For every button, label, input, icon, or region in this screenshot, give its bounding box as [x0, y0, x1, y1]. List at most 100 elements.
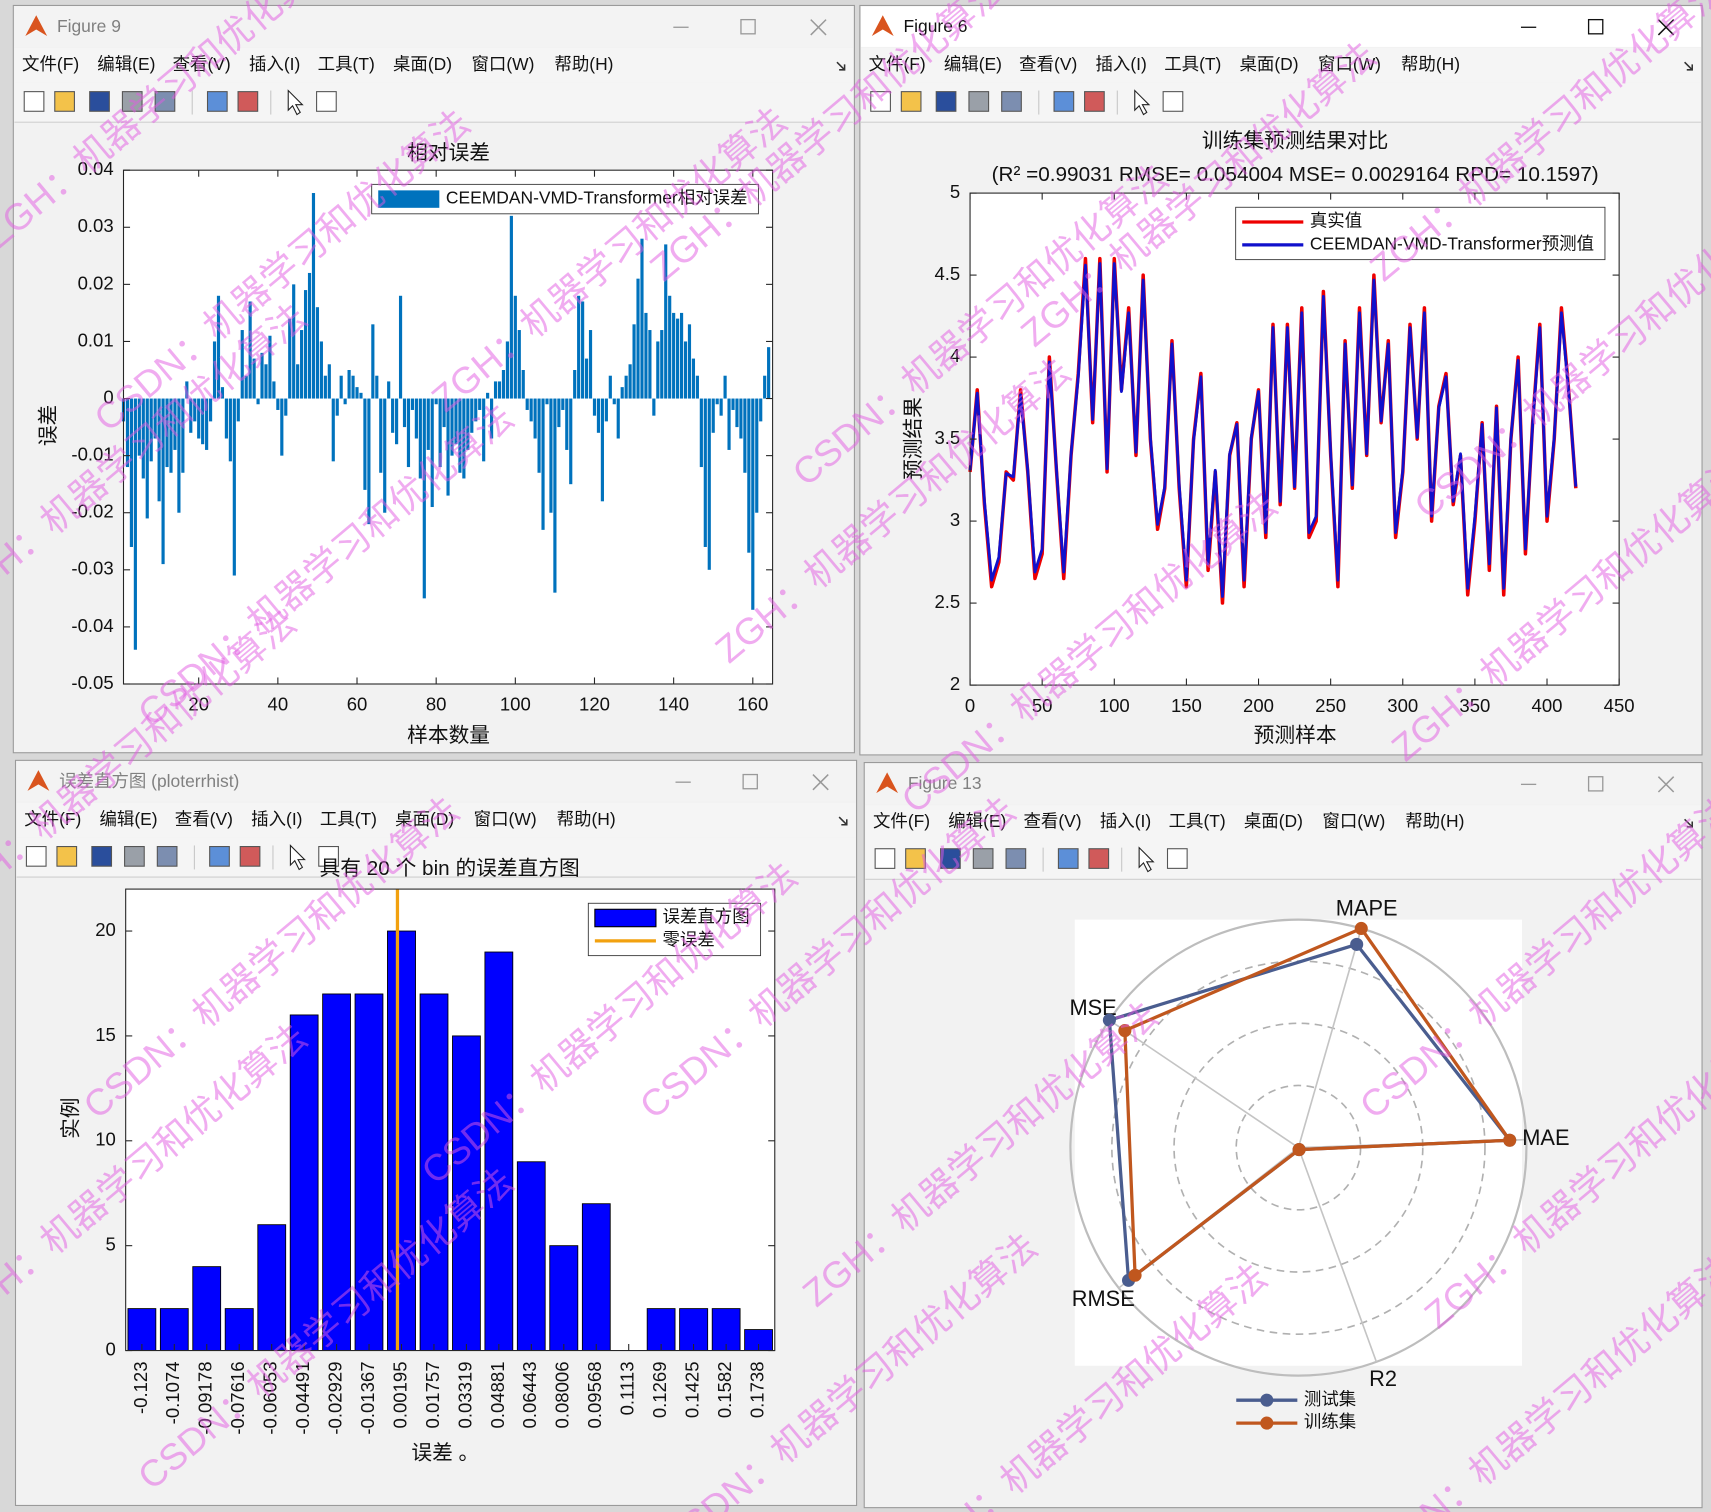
menu-item[interactable]: 查看(V) — [173, 54, 231, 74]
bar — [489, 398, 494, 439]
tool-icon[interactable] — [91, 845, 113, 867]
legend: CEEMDAN-VMD-Transformer相对误差 — [371, 183, 759, 215]
tool-icon[interactable] — [287, 89, 304, 116]
tool-icon[interactable] — [1166, 848, 1188, 869]
tool-icon[interactable] — [870, 91, 891, 112]
tool-icon[interactable] — [900, 91, 922, 112]
x-tick-label: 50 — [1032, 695, 1053, 716]
tool-icon[interactable] — [940, 848, 961, 869]
tool-icon[interactable] — [289, 844, 306, 871]
bar — [173, 398, 177, 450]
maximize-button[interactable] — [742, 773, 758, 790]
tool-icon[interactable] — [968, 91, 990, 112]
bar — [715, 398, 719, 405]
bar — [561, 398, 565, 410]
menu-item[interactable]: 窗口(W) — [1318, 54, 1381, 74]
bar — [296, 364, 300, 399]
windows: Figure 9 文件(F) 编辑(E) 查看(V) 插入(I) 工具(T) 桌面(D) 窗口… — [12, 4, 1703, 1509]
tool-icon[interactable] — [239, 845, 261, 867]
menu-item[interactable]: 查看(V) — [1019, 54, 1077, 74]
menu-item[interactable]: 编辑(E) — [944, 54, 1002, 74]
bar — [335, 398, 339, 416]
bar — [177, 398, 181, 513]
x-tick-label: 250 — [1315, 695, 1346, 716]
chart-title: 训练集预测结果对比 — [1202, 129, 1388, 152]
bar — [648, 330, 652, 399]
tool-icon[interactable] — [237, 91, 259, 112]
tool-icon[interactable] — [209, 845, 230, 867]
tool-icon[interactable] — [156, 845, 178, 867]
menu-item[interactable]: 编辑(E) — [97, 54, 155, 74]
close-button[interactable] — [1657, 776, 1675, 793]
menu-item[interactable]: 帮助(H) — [1401, 54, 1460, 74]
bar — [703, 398, 707, 547]
tool-icon[interactable] — [1088, 848, 1110, 869]
menu-item[interactable]: 桌面(D) — [1244, 811, 1303, 831]
menu-item[interactable]: 编辑(E) — [948, 811, 1006, 831]
maximize-button[interactable] — [1587, 776, 1604, 792]
tool-icon[interactable] — [1084, 91, 1105, 112]
tool-icon[interactable] — [56, 845, 78, 867]
menu-item[interactable]: 窗口(W) — [474, 809, 537, 829]
tool-icon[interactable] — [124, 845, 145, 867]
x-axis-label: 样本数量 — [407, 724, 490, 747]
bar — [339, 375, 343, 399]
bar — [557, 398, 561, 428]
histogram-bar — [387, 930, 416, 1351]
bar — [197, 398, 201, 439]
tool-icon[interactable] — [1057, 848, 1079, 869]
tool-icon[interactable] — [25, 845, 47, 867]
menu-item[interactable]: 工具(T) — [318, 54, 375, 74]
menu-item[interactable]: 文件(F) — [869, 54, 926, 74]
bar — [763, 375, 767, 399]
menu-item[interactable]: 桌面(D) — [395, 809, 454, 829]
menu-item[interactable]: 插入(I) — [251, 809, 302, 829]
menu-item[interactable]: 编辑(E) — [100, 809, 158, 829]
tool-icon[interactable] — [1053, 91, 1075, 112]
close-button[interactable] — [812, 774, 829, 791]
menu-item[interactable]: 桌面(D) — [393, 54, 452, 74]
tool-icon[interactable] — [54, 91, 75, 112]
menu-item[interactable]: 文件(F) — [22, 54, 79, 74]
menu-item[interactable]: 帮助(H) — [1405, 811, 1464, 831]
menu-item[interactable]: 插入(I) — [1100, 811, 1151, 831]
maximize-button[interactable] — [740, 18, 756, 35]
tool-icon[interactable] — [89, 91, 110, 112]
menu-item[interactable]: 文件(F) — [873, 811, 930, 831]
menu-item[interactable]: 查看(V) — [1024, 811, 1082, 831]
bar — [608, 375, 612, 399]
tool-icon[interactable] — [1162, 91, 1184, 112]
menu-item[interactable]: 帮助(H) — [554, 54, 613, 74]
tool-icon[interactable] — [316, 91, 337, 112]
menu-item[interactable]: 插入(I) — [1095, 54, 1146, 74]
close-button[interactable] — [810, 19, 827, 36]
tool-icon[interactable] — [1001, 91, 1022, 112]
tool-icon[interactable] — [972, 848, 994, 869]
tool-icon[interactable] — [1134, 89, 1151, 116]
tool-icon[interactable] — [1005, 848, 1027, 869]
tool-icon[interactable] — [874, 848, 896, 869]
menu-item[interactable]: 工具(T) — [1164, 54, 1221, 74]
x-tick-label: 0 — [965, 695, 975, 716]
tool-icon[interactable] — [154, 91, 176, 112]
bar — [577, 295, 581, 399]
menu-item[interactable]: 窗口(W) — [1322, 811, 1385, 831]
menu-item[interactable]: 桌面(D) — [1239, 54, 1298, 74]
tool-icon[interactable] — [206, 91, 228, 112]
tool-icon[interactable] — [318, 845, 339, 867]
x-tick-label: 400 — [1532, 695, 1563, 716]
tool-icon[interactable] — [905, 848, 926, 869]
close-button[interactable] — [1657, 19, 1675, 36]
tool-icon[interactable] — [23, 91, 45, 112]
menu-item[interactable]: 插入(I) — [249, 54, 300, 74]
maximize-button[interactable] — [1587, 18, 1604, 35]
tool-icon[interactable] — [1138, 846, 1155, 873]
menu-item[interactable]: 帮助(H) — [557, 809, 616, 829]
menu-item[interactable]: 工具(T) — [1169, 811, 1226, 831]
menu-item[interactable]: 工具(T) — [320, 809, 377, 829]
menu-item[interactable]: 窗口(W) — [472, 54, 535, 74]
menu-item[interactable]: 文件(F) — [24, 809, 81, 829]
tool-icon[interactable] — [121, 91, 143, 112]
menu-item[interactable]: 查看(V) — [175, 809, 233, 829]
tool-icon[interactable] — [935, 91, 957, 112]
